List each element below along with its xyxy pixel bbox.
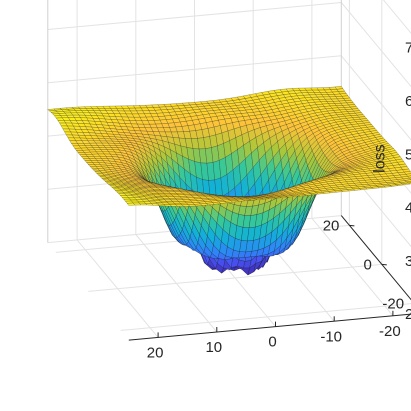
y-tick bbox=[381, 263, 387, 266]
x-tick-label: 20 bbox=[147, 344, 164, 361]
loss-surface bbox=[47, 86, 411, 276]
z-axis-label: loss bbox=[371, 144, 388, 172]
z-tick-label: 4 bbox=[405, 200, 411, 217]
z-tick-label: 6 bbox=[405, 93, 411, 110]
y-tick-label: -20 bbox=[382, 295, 404, 312]
chart-labels: 7 6 5 4 3 2 20 0 -20 20 10 0 -10 -20 loss bbox=[147, 40, 411, 362]
y-tick-label: 20 bbox=[323, 217, 340, 234]
grid-line bbox=[120, 303, 411, 331]
z-tick-label: 3 bbox=[405, 253, 411, 270]
x-tick-label: -20 bbox=[379, 323, 401, 340]
z-tick-label: 2 bbox=[405, 306, 411, 323]
y-axis-line bbox=[340, 215, 411, 301]
grid-line bbox=[340, 2, 411, 88]
x-tick-label: 0 bbox=[268, 334, 276, 351]
x-tick-label: 10 bbox=[205, 339, 222, 356]
x-tick-label: -10 bbox=[320, 328, 342, 345]
z-tick-label: 7 bbox=[405, 40, 411, 57]
y-tick bbox=[349, 224, 355, 227]
surface-facet bbox=[407, 182, 411, 185]
chart-axes bbox=[128, 215, 411, 341]
grid-line bbox=[382, 0, 411, 34]
grid-line bbox=[88, 263, 382, 292]
y-tick-label: 0 bbox=[363, 256, 371, 273]
surface-facet bbox=[407, 175, 411, 179]
z-tick-label: 5 bbox=[405, 146, 411, 163]
